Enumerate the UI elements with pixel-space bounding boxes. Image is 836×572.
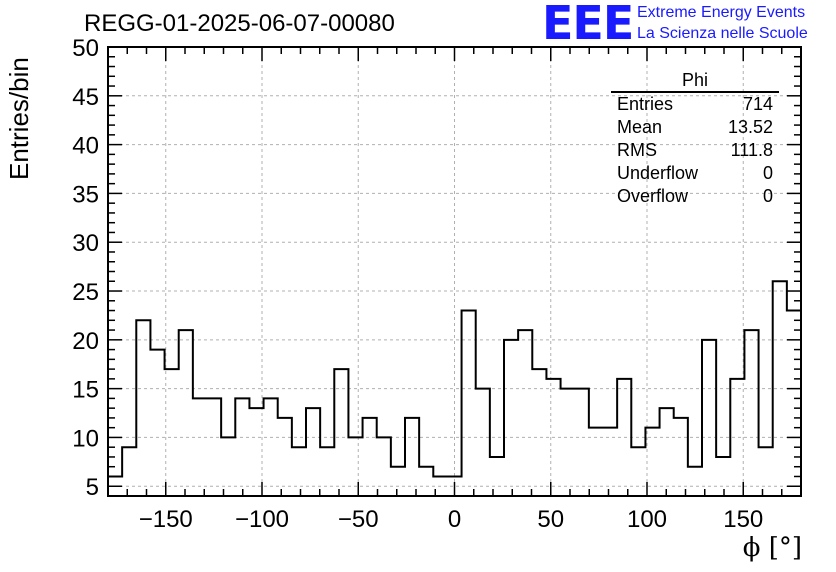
logo-line-1: Extreme Energy Events bbox=[637, 4, 806, 21]
x-tick-label: 0 bbox=[448, 506, 461, 533]
stats-label: RMS bbox=[617, 140, 657, 160]
histogram-bin bbox=[221, 437, 235, 496]
histogram-bin bbox=[235, 398, 249, 496]
histogram-bin bbox=[688, 467, 702, 496]
histogram-bin bbox=[787, 311, 801, 496]
histogram-bin bbox=[773, 281, 787, 496]
stats-title: Phi bbox=[611, 70, 779, 93]
histogram-bin bbox=[702, 340, 716, 496]
histogram-bin bbox=[575, 389, 589, 496]
histogram-bin bbox=[193, 398, 207, 496]
y-tick-label: 5 bbox=[86, 474, 99, 501]
histogram-bin bbox=[306, 408, 320, 496]
histogram-bin bbox=[292, 447, 306, 496]
x-tick-label: 150 bbox=[723, 506, 763, 533]
histogram-bin bbox=[150, 350, 164, 496]
y-tick-label: 20 bbox=[72, 328, 99, 355]
histogram-bin bbox=[334, 369, 348, 496]
histogram-bin bbox=[179, 330, 193, 496]
x-tick-label: −100 bbox=[235, 506, 289, 533]
histogram-bin bbox=[504, 340, 518, 496]
histogram-bin bbox=[490, 457, 504, 496]
histogram-bin bbox=[122, 447, 136, 496]
stats-value: 0 bbox=[762, 186, 773, 206]
x-axis-label: ϕ [°] bbox=[742, 533, 802, 563]
histogram-bin bbox=[631, 447, 645, 496]
histogram-bin bbox=[320, 447, 334, 496]
histogram-bin bbox=[603, 428, 617, 496]
stats-row-underflow: Underflow 0 bbox=[611, 162, 779, 185]
histogram-bin bbox=[391, 467, 405, 496]
histogram-bin bbox=[264, 398, 278, 496]
histogram-bin bbox=[363, 418, 377, 496]
y-tick-label: 25 bbox=[72, 279, 99, 306]
chart-title: REGG-01-2025-06-07-00080 bbox=[84, 10, 395, 37]
stats-row-overflow: Overflow 0 bbox=[611, 185, 779, 208]
histogram-bin bbox=[476, 389, 490, 496]
stats-value: 0 bbox=[762, 163, 773, 183]
histogram-bin bbox=[462, 311, 476, 496]
y-axis-label: Entries/bin bbox=[4, 57, 34, 180]
x-tick-label: −50 bbox=[338, 506, 379, 533]
stats-label: Mean bbox=[617, 117, 663, 137]
eee-logo: EEE bbox=[542, 0, 634, 50]
stats-label: Entries bbox=[617, 94, 674, 114]
histogram-bin bbox=[377, 437, 391, 496]
histogram-bin bbox=[207, 398, 221, 496]
histogram-bin bbox=[589, 428, 603, 496]
x-tick-label: 100 bbox=[627, 506, 667, 533]
histogram-bin bbox=[759, 447, 773, 496]
histogram-bin bbox=[660, 408, 674, 496]
stats-value: 13.52 bbox=[727, 117, 773, 137]
stats-value: 714 bbox=[742, 94, 773, 114]
x-tick-label: −150 bbox=[139, 506, 193, 533]
histogram-bin bbox=[165, 369, 179, 496]
histogram-bin bbox=[532, 369, 546, 496]
y-tick-label: 10 bbox=[72, 425, 99, 452]
y-tick-label: 50 bbox=[72, 35, 99, 62]
y-tick-label: 45 bbox=[72, 84, 99, 111]
histogram-series bbox=[108, 280, 801, 496]
stats-row-entries: Entries 714 bbox=[611, 93, 779, 116]
stats-row-mean: Mean 13.52 bbox=[611, 116, 779, 139]
axis-ticks: −150 −100 −50 0 50 100 150 5 10 15 20 25 30 35 40 45 50 bbox=[72, 35, 802, 533]
x-tick-label: 50 bbox=[537, 506, 564, 533]
histogram-bin bbox=[278, 418, 292, 496]
y-tick-label: 35 bbox=[72, 181, 99, 208]
histogram-bin bbox=[348, 437, 362, 496]
y-tick-label: 15 bbox=[72, 377, 99, 404]
y-tick-label: 30 bbox=[72, 230, 99, 257]
histogram-bin bbox=[674, 418, 688, 496]
histogram-bin bbox=[716, 457, 730, 496]
histogram-bin bbox=[561, 389, 575, 496]
histogram-bin bbox=[136, 320, 150, 496]
stats-label: Overflow bbox=[617, 186, 689, 206]
y-tick-label: 40 bbox=[72, 133, 99, 160]
histogram-bin bbox=[419, 467, 433, 496]
histogram-bin bbox=[518, 330, 532, 496]
histogram-bin bbox=[617, 379, 631, 496]
stats-value: 111.8 bbox=[730, 140, 773, 160]
stats-box: Phi Entries 714 Mean 13.52 RMS 111.8 Und… bbox=[611, 70, 779, 208]
stats-row-rms: RMS 111.8 bbox=[611, 139, 779, 162]
histogram-bin bbox=[744, 330, 758, 496]
histogram-line bbox=[108, 280, 801, 478]
stats-label: Underflow bbox=[617, 163, 699, 183]
histogram-bin bbox=[405, 418, 419, 496]
histogram-bin bbox=[730, 379, 744, 496]
logo-line-2: La Scienza nelle Scuole bbox=[637, 25, 808, 42]
histogram-bin bbox=[546, 379, 560, 496]
